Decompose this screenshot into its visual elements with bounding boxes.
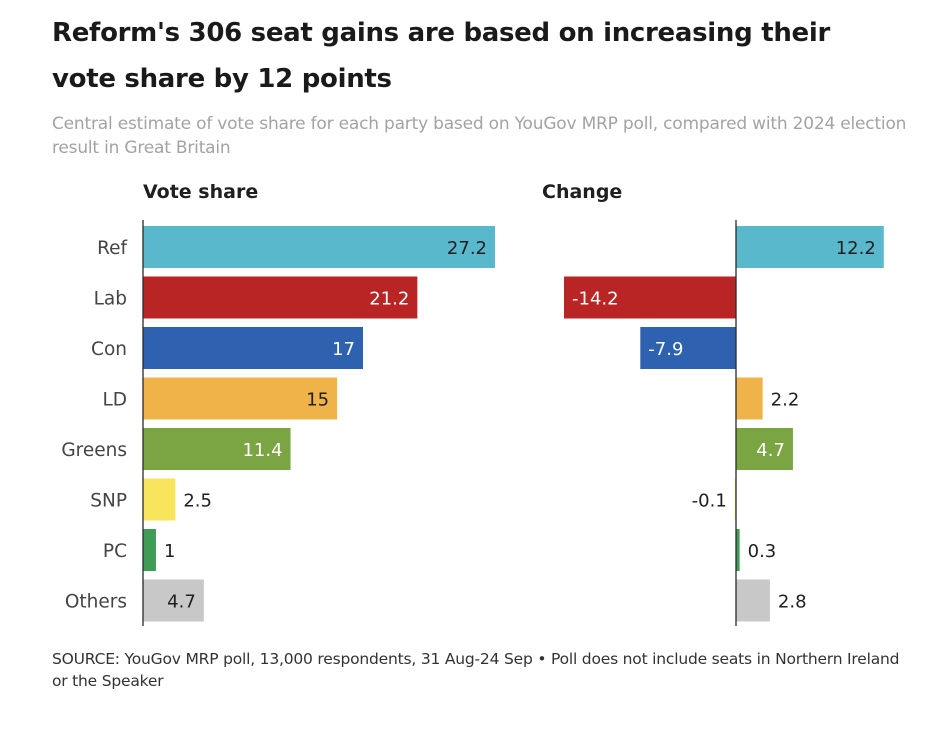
charts-svg: Vote share Change Ref 27.2 Lab 21.2 Con 17 LD 1… bbox=[61, 181, 884, 626]
change-bar-lab bbox=[564, 276, 736, 319]
category-label-pc: PC bbox=[103, 541, 127, 562]
source-note: SOURCE: YouGov MRP poll, 13,000 responde… bbox=[52, 650, 900, 690]
vote-share-bar-pc bbox=[143, 529, 156, 571]
vote-share-value-con: 17 bbox=[332, 339, 355, 360]
vote-share-value-ref: 27.2 bbox=[447, 238, 487, 259]
chart-title: Reform's 306 seat gains are based on inc… bbox=[52, 18, 831, 94]
category-label-others: Others bbox=[65, 592, 127, 613]
vote-share-bar-others bbox=[143, 579, 204, 622]
change-bar-con bbox=[640, 327, 736, 369]
vote-share-bar-greens bbox=[143, 428, 291, 470]
chart-subtitle: Central estimate of vote share for each … bbox=[52, 114, 907, 158]
vote-share-value-ld: 15 bbox=[306, 390, 329, 411]
category-label-con: Con bbox=[91, 339, 127, 360]
change-value-ld: 2.2 bbox=[771, 390, 800, 411]
change-value-lab: -14.2 bbox=[572, 289, 619, 310]
vote-share-bar-ld bbox=[143, 377, 338, 420]
vote-share-value-pc: 1 bbox=[164, 541, 175, 562]
category-label-lab: Lab bbox=[94, 289, 127, 310]
category-label-snp: SNP bbox=[90, 491, 127, 512]
vote-share-panel: Ref 27.2 Lab 21.2 Con 17 LD 15 Greens 11.4 SNP 2.5 P… bbox=[61, 220, 495, 626]
vote-share-bar-snp bbox=[143, 478, 176, 521]
change-value-others: 2.8 bbox=[778, 592, 807, 613]
change-value-greens: 4.7 bbox=[756, 440, 785, 461]
vote-share-bar-con bbox=[143, 327, 363, 369]
vote-share-value-others: 4.7 bbox=[167, 592, 196, 613]
vote-share-bar-lab bbox=[143, 276, 418, 319]
change-bar-pc bbox=[736, 529, 740, 571]
vote-share-value-snp: 2.5 bbox=[183, 491, 212, 512]
vote-share-value-lab: 21.2 bbox=[369, 289, 409, 310]
change-value-con: -7.9 bbox=[648, 339, 683, 360]
change-bar-others bbox=[736, 579, 770, 622]
category-label-ref: Ref bbox=[97, 238, 127, 259]
change-value-pc: 0.3 bbox=[748, 541, 777, 562]
change-bar-ref bbox=[736, 226, 884, 268]
change-bar-ld bbox=[736, 377, 763, 420]
change-value-ref: 12.2 bbox=[836, 238, 876, 259]
change-panel-title: Change bbox=[542, 181, 622, 203]
change-bar-greens bbox=[736, 428, 793, 470]
change-value-snp: -0.1 bbox=[692, 491, 727, 512]
vote-share-value-greens: 11.4 bbox=[242, 440, 282, 461]
vote-share-panel-title: Vote share bbox=[143, 181, 258, 203]
category-label-ld: LD bbox=[102, 390, 127, 411]
vote-share-bar-ref bbox=[143, 226, 495, 268]
category-label-greens: Greens bbox=[61, 440, 127, 461]
change-panel: 12.2 -14.2 -7.9 2.2 4.7 -0.1 0.3 2.8 bbox=[564, 220, 884, 626]
